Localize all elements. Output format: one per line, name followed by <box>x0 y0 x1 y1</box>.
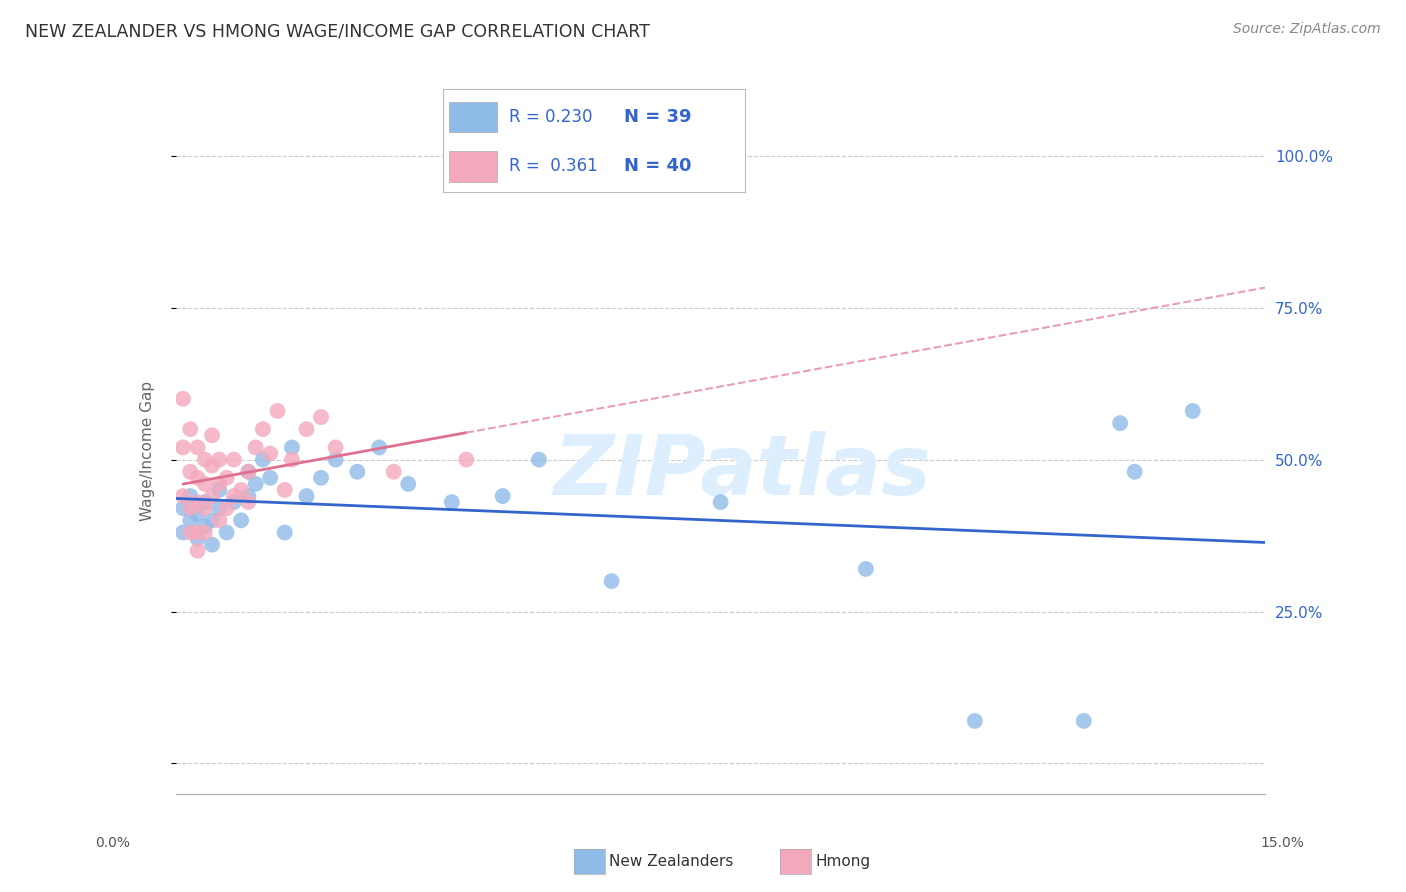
Point <box>245 476 267 491</box>
Point <box>186 441 209 455</box>
Point <box>172 489 194 503</box>
Point <box>295 489 318 503</box>
Text: Hmong: Hmong <box>815 855 870 869</box>
Point <box>492 489 515 503</box>
Point <box>179 501 201 516</box>
Point <box>208 452 231 467</box>
Point <box>295 422 318 436</box>
Point <box>222 495 245 509</box>
Point <box>201 428 224 442</box>
Point <box>208 476 231 491</box>
Point <box>231 483 253 497</box>
Point <box>186 525 209 540</box>
Point <box>274 483 297 497</box>
Text: New Zealanders: New Zealanders <box>609 855 733 869</box>
Point <box>963 714 986 728</box>
Point <box>238 489 260 503</box>
Point <box>259 471 281 485</box>
Point <box>231 513 253 527</box>
Point <box>382 465 405 479</box>
Point <box>172 501 194 516</box>
Point <box>201 513 224 527</box>
Point <box>281 452 304 467</box>
Point <box>368 441 391 455</box>
Point <box>194 495 217 509</box>
Text: ZIPatlas: ZIPatlas <box>554 431 931 512</box>
Point <box>179 465 201 479</box>
FancyBboxPatch shape <box>449 151 498 181</box>
Point <box>1123 465 1146 479</box>
Point <box>325 441 347 455</box>
Point <box>855 562 877 576</box>
Point <box>208 501 231 516</box>
Point <box>186 543 209 558</box>
Point <box>215 525 238 540</box>
Y-axis label: Wage/Income Gap: Wage/Income Gap <box>141 380 155 521</box>
Point <box>238 465 260 479</box>
Point <box>274 525 297 540</box>
Text: NEW ZEALANDER VS HMONG WAGE/INCOME GAP CORRELATION CHART: NEW ZEALANDER VS HMONG WAGE/INCOME GAP C… <box>25 22 650 40</box>
Point <box>600 574 623 589</box>
Text: 0.0%: 0.0% <box>96 836 131 850</box>
Point <box>238 495 260 509</box>
Point <box>252 422 274 436</box>
Point <box>172 441 194 455</box>
Point <box>1073 714 1095 728</box>
Point <box>456 452 478 467</box>
Point <box>194 501 217 516</box>
Text: N = 40: N = 40 <box>624 157 692 175</box>
Point <box>222 452 245 467</box>
Point <box>186 508 209 522</box>
Point <box>222 489 245 503</box>
Point <box>527 452 550 467</box>
Point <box>208 483 231 497</box>
Point <box>266 404 288 418</box>
Point <box>215 471 238 485</box>
Point <box>396 476 419 491</box>
Point <box>259 446 281 460</box>
Text: R = 0.230: R = 0.230 <box>509 108 593 126</box>
Text: N = 39: N = 39 <box>624 108 692 126</box>
Point <box>179 513 201 527</box>
Text: 15.0%: 15.0% <box>1261 836 1305 850</box>
Point <box>1181 404 1204 418</box>
Point <box>346 465 368 479</box>
Point <box>194 476 217 491</box>
Point <box>201 458 224 473</box>
Point <box>186 495 209 509</box>
Point <box>710 495 733 509</box>
Point <box>179 422 201 436</box>
Point <box>172 525 194 540</box>
Point <box>208 513 231 527</box>
Point <box>252 452 274 467</box>
Point <box>194 525 217 540</box>
Point <box>309 410 332 425</box>
Point <box>194 519 217 533</box>
Point <box>281 441 304 455</box>
Point <box>325 452 347 467</box>
Point <box>215 501 238 516</box>
Point <box>186 471 209 485</box>
Point <box>172 392 194 406</box>
Point <box>201 489 224 503</box>
Point <box>309 471 332 485</box>
Point <box>440 495 463 509</box>
Point <box>1109 416 1132 430</box>
Text: Source: ZipAtlas.com: Source: ZipAtlas.com <box>1233 22 1381 37</box>
FancyBboxPatch shape <box>449 102 498 132</box>
Point <box>186 532 209 546</box>
Point <box>238 465 260 479</box>
Point <box>201 538 224 552</box>
Point <box>194 452 217 467</box>
Point <box>179 489 201 503</box>
Text: R =  0.361: R = 0.361 <box>509 157 598 175</box>
Point <box>179 525 201 540</box>
Point <box>245 441 267 455</box>
